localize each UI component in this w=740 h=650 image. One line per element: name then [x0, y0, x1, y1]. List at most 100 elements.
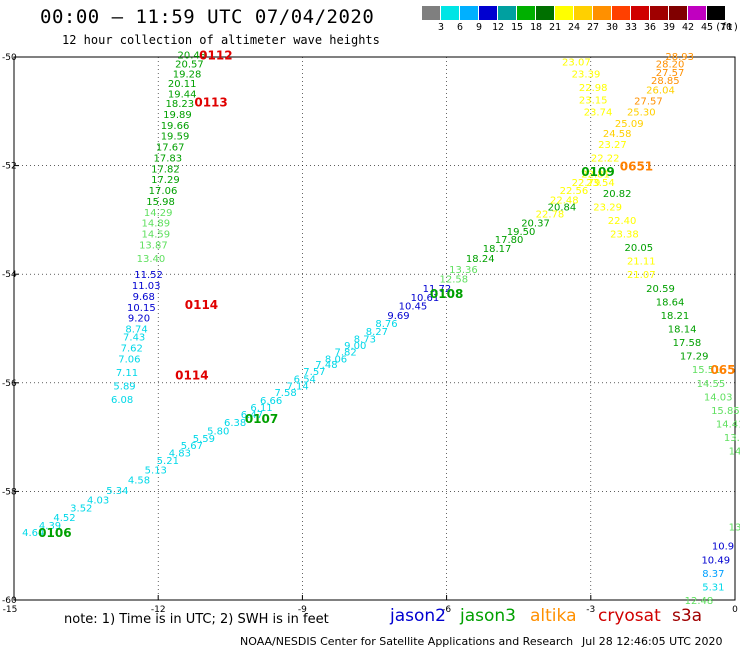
footer-timestamp: Jul 28 12:46:05 UTC 2020: [582, 635, 723, 648]
wave-height-value: 8.06: [325, 354, 347, 365]
color-scale-swatch: [688, 6, 707, 20]
legend-jason2: jason2: [390, 606, 446, 626]
wave-height-value: 20.82: [603, 189, 632, 200]
wave-height-value: 23.29: [593, 202, 622, 213]
color-scale-label: 24: [567, 22, 581, 33]
wave-height-value: 5.31: [702, 582, 724, 593]
chart-subtitle: 12 hour collection of altimeter wave hei…: [62, 33, 380, 47]
y-tick-label: -60: [2, 596, 17, 606]
wave-height-value: 7.06: [118, 354, 140, 365]
color-scale-swatch: [460, 6, 479, 20]
wave-height-value: 21.11: [627, 257, 656, 268]
wave-height-value: 19.44: [168, 89, 197, 100]
color-scale-swatch: [669, 6, 688, 20]
wave-height-value: 23.74: [584, 107, 613, 118]
wave-height-value: 7.58: [274, 388, 296, 399]
pass-number-label: 0107: [245, 412, 278, 426]
x-tick-label: 0: [732, 605, 738, 615]
wave-height-value: 14.89: [141, 219, 170, 230]
wave-height-value: 14.59: [141, 229, 170, 240]
wave-height-value: 4.64: [22, 528, 44, 539]
wave-height-value: 9.00: [344, 341, 366, 352]
wave-height-value: 6.54: [294, 374, 316, 385]
wave-height-value: 22.40: [608, 216, 637, 227]
wave-height-value: 20.48: [178, 50, 207, 61]
color-scale-swatch: [422, 6, 441, 20]
color-scale-labels: 3 6 9 12 15 18 21 24 27 30 33 36 39 42 45 70 (ft): [422, 22, 740, 36]
wave-height-value: 7.57: [303, 367, 325, 378]
pass-number-label: 0112: [199, 48, 232, 62]
color-scale-unit: (ft): [714, 22, 740, 33]
color-scale-label: 18: [529, 22, 543, 33]
pass-number-label: 0114: [175, 369, 208, 383]
wave-height-value: 15.98: [146, 197, 175, 208]
wave-height-value: 7.14: [286, 382, 308, 393]
color-scale-label: 36: [643, 22, 657, 33]
wave-height-value: 18.64: [656, 297, 685, 308]
wave-height-value: 17.06: [149, 186, 178, 197]
color-scale-swatch: [631, 6, 650, 20]
wave-height-value: 6.66: [260, 396, 282, 407]
color-scale-swatch: [441, 6, 460, 20]
wave-height-value: 9.69: [387, 311, 409, 322]
wave-height-value: 20.84: [548, 202, 577, 213]
wave-height-value: 8.27: [366, 327, 388, 338]
color-scale-label: 30: [605, 22, 619, 33]
wave-height-value: 6.38: [224, 418, 246, 429]
wave-height-value: 7.48: [315, 360, 337, 371]
wave-height-value: 17.29: [151, 175, 180, 186]
color-scale-label: 3: [437, 22, 445, 33]
wave-height-value: 22.78: [536, 209, 565, 220]
wave-height-value: 23.27: [598, 140, 627, 151]
wave-height-value: 14: [729, 447, 740, 458]
wave-height-value: 19.66: [161, 121, 190, 132]
color-scale-swatch: [707, 6, 726, 20]
wave-height-value: 11.03: [132, 281, 161, 292]
wave-height-value: 11.52: [134, 270, 163, 281]
color-scale-label: 39: [662, 22, 676, 33]
wave-height-value: 19.59: [161, 132, 190, 143]
legend-altika: altika: [530, 606, 577, 626]
color-scale-swatch: [574, 6, 593, 20]
wave-height-value: 25.30: [627, 107, 656, 118]
wave-height-value: 22.48: [550, 195, 579, 206]
color-scale-label: 21: [548, 22, 562, 33]
color-scale-label: 6: [456, 22, 464, 33]
wave-height-value: 13.40: [137, 254, 166, 265]
pass-number-label: 0108: [430, 287, 463, 301]
wave-height-value: 6.47: [241, 410, 263, 421]
wave-height-value: 19.28: [173, 69, 202, 80]
legend-cryosat: cryosat: [598, 606, 661, 626]
wave-height-value: 17.83: [153, 153, 182, 164]
wave-height-value: 7.82: [335, 347, 357, 358]
pass-number-label: 065: [710, 363, 735, 377]
wave-height-value: 5.89: [113, 382, 135, 393]
pass-number-label: 0114: [185, 298, 218, 312]
wave-height-value: 17.58: [673, 338, 702, 349]
color-scale-label: 70: [719, 22, 733, 33]
wave-height-value: 12.58: [439, 275, 468, 286]
wave-height-value: 4.39: [39, 521, 61, 532]
legend-s3a: s3a: [672, 606, 703, 626]
color-scale-swatch: [498, 6, 517, 20]
color-scale-bar: [422, 6, 726, 20]
color-scale-label: 9: [475, 22, 483, 33]
color-scale-label: 12: [491, 22, 505, 33]
y-tick-label: -54: [2, 270, 17, 280]
wave-height-value: 6.11: [250, 403, 272, 414]
wave-height-value: 10.15: [127, 303, 156, 314]
wave-height-value: 4.83: [169, 448, 191, 459]
pass-number-label: 0106: [38, 526, 71, 540]
wave-height-value: 5.13: [145, 466, 167, 477]
wave-height-value: 26.04: [646, 86, 675, 97]
wave-height-value: 23.07: [562, 57, 591, 68]
pass-number-label: 0113: [194, 96, 227, 110]
color-scale-swatch: [593, 6, 612, 20]
wave-height-value: 5.34: [106, 486, 128, 497]
wave-height-value: 10.45: [399, 302, 428, 313]
wave-height-value: 13.36: [449, 265, 478, 276]
wave-height-value: 28.85: [651, 76, 680, 87]
color-scale-swatch: [479, 6, 498, 20]
wave-height-value: 27.57: [656, 68, 685, 79]
